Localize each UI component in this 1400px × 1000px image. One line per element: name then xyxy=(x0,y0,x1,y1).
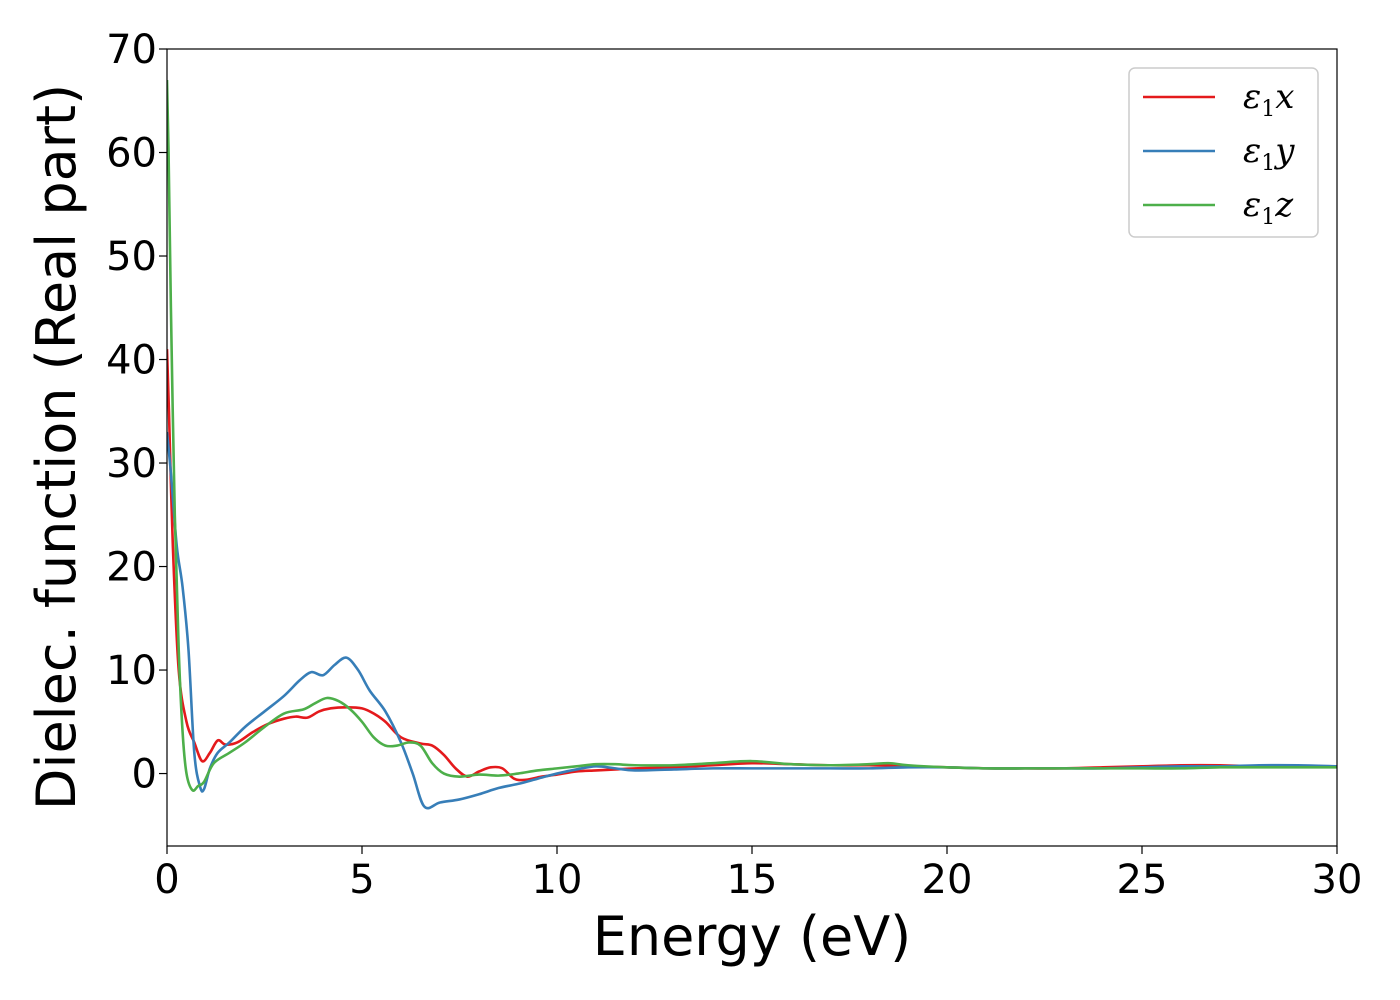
legend-label-z: ε1z xyxy=(1243,185,1294,230)
y-tick-label: 50 xyxy=(106,234,157,280)
legend-label-x: ε1x xyxy=(1243,77,1294,122)
x-axis-title: Energy (eV) xyxy=(593,905,912,968)
y-tick-label: 20 xyxy=(106,545,157,591)
legend: ε1x ε1y ε1z xyxy=(1128,67,1319,238)
x-axis: 0 5 10 15 20 25 30 xyxy=(154,846,1362,903)
x-tick-label: 0 xyxy=(154,857,179,903)
y-axis: 0 10 20 30 40 50 60 70 xyxy=(106,27,167,798)
legend-box xyxy=(1128,67,1319,238)
y-tick-label: 40 xyxy=(106,338,157,384)
y-tick-label: 10 xyxy=(106,648,157,694)
x-tick-label: 15 xyxy=(727,857,778,903)
legend-label-y: ε1y xyxy=(1243,131,1295,176)
series-layer xyxy=(167,80,1337,810)
x-tick-label: 30 xyxy=(1312,857,1363,903)
y-tick-label: 0 xyxy=(132,752,157,798)
x-tick-label: 20 xyxy=(922,857,973,903)
y-tick-label: 30 xyxy=(106,441,157,487)
y-axis-title: Dielec. function (Real part) xyxy=(25,84,88,810)
x-tick-label: 10 xyxy=(532,857,583,903)
y-tick-label: 60 xyxy=(106,131,157,177)
series-line-z xyxy=(167,80,1337,792)
x-tick-label: 5 xyxy=(349,857,374,903)
y-tick-label: 70 xyxy=(106,27,157,73)
x-tick-label: 25 xyxy=(1117,857,1168,903)
